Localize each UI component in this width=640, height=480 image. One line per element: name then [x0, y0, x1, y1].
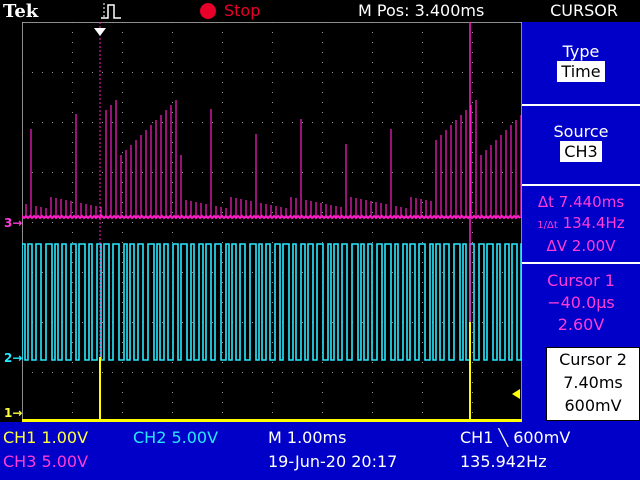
cursor-1-label: Cursor 1: [547, 271, 615, 290]
trigger-edge-icon: [101, 3, 121, 19]
menu-divider: [522, 104, 640, 106]
menu-divider: [522, 262, 640, 264]
ch3-ground-marker: 3→: [4, 216, 23, 230]
cursor-2-label: Cursor 2: [559, 350, 627, 369]
source-value: CH3: [560, 141, 602, 162]
ch1-scale: CH1 1.00V: [3, 428, 89, 447]
inverse-delta-t-value: 1/Δt 134.4Hz: [537, 214, 625, 232]
cursor-menu: Type Time Source CH3 Δt 7.440ms 1/Δt 134…: [522, 22, 640, 422]
type-label: Type: [562, 42, 600, 61]
source-menu-button[interactable]: Source CH3: [522, 122, 640, 162]
cursor-2-voltage: 600mV: [564, 396, 622, 415]
cursor-1-voltage: 2.60V: [557, 315, 605, 334]
delta-v-value: ΔV 2.00V: [546, 237, 616, 255]
timebase: M 1.00ms: [268, 428, 347, 447]
cursor-2-time: 7.40ms: [563, 373, 623, 392]
delta-t-value: Δt 7.440ms: [537, 193, 625, 211]
ch2-ground-marker: 2→: [4, 351, 23, 365]
frequency-readout: 135.942Hz: [460, 452, 547, 471]
stop-indicator-icon: [200, 3, 216, 19]
type-menu-button[interactable]: Type Time: [522, 42, 640, 82]
trigger-setting: CH1 ╲ 600mV: [460, 428, 571, 447]
date-time: 19-Jun-20 20:17: [268, 452, 398, 471]
source-label: Source: [553, 122, 609, 141]
cursor-2-button[interactable]: Cursor 2 7.40ms 600mV: [546, 347, 640, 421]
menu-title: CURSOR: [550, 1, 618, 20]
bottom-status-bar: CH1 1.00V CH2 5.00V CH3 5.00V M 1.00ms 1…: [0, 422, 640, 480]
horizontal-position: M Pos: 3.400ms: [358, 1, 485, 20]
menu-divider: [522, 184, 640, 186]
ch2-scale: CH2 5.00V: [133, 428, 219, 447]
ch1-waveform: [22, 419, 522, 422]
cursor-1-time: −40.0µs: [547, 293, 615, 312]
ch3-scale: CH3 5.00V: [3, 452, 89, 471]
ch3-waveform: [22, 100, 522, 220]
cursor-delta-readout: Δt 7.440ms 1/Δt 134.4Hz ΔV 2.00V: [522, 192, 640, 257]
trigger-level-marker: [512, 389, 520, 399]
top-status-bar: Tek Stop M Pos: 3.400ms CURSOR: [0, 0, 640, 22]
cursor-1-button[interactable]: Cursor 1 −40.0µs 2.60V: [522, 270, 640, 336]
ch2-waveform: [22, 243, 522, 361]
run-state-label: Stop: [224, 1, 261, 20]
type-value: Time: [557, 61, 605, 82]
brand-logo: Tek: [3, 1, 39, 22]
ch1-ground-marker: 1→: [4, 406, 23, 420]
trigger-position-marker: [94, 28, 106, 36]
waveform-display: [22, 22, 522, 422]
